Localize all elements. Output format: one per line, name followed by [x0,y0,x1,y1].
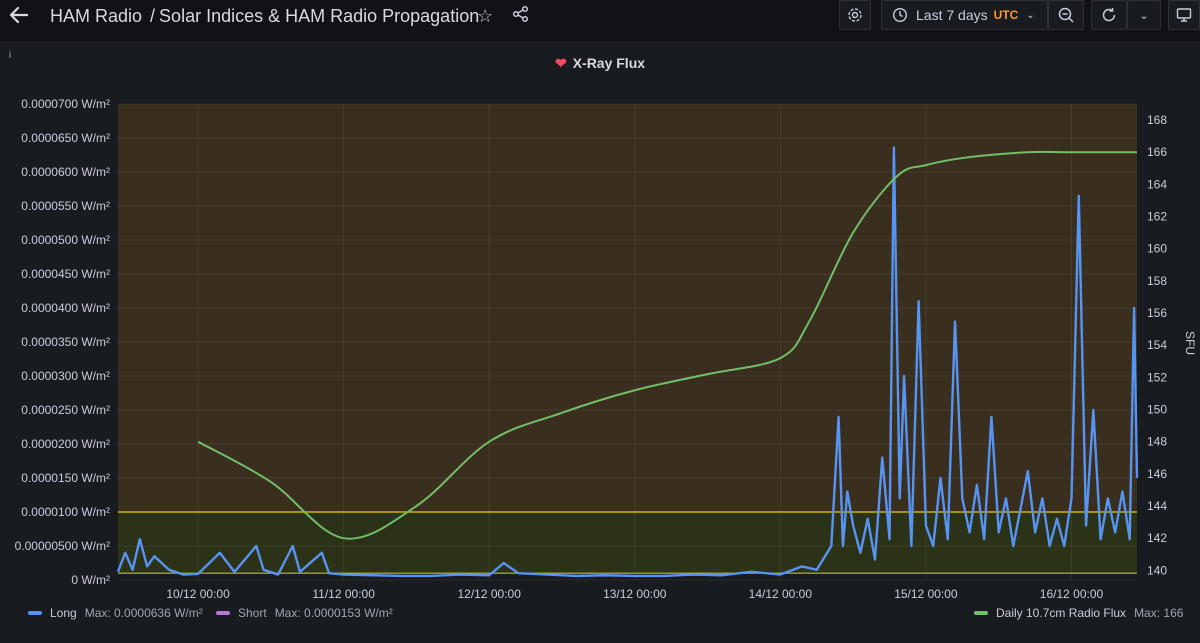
chevron-down-icon: ⌄ [1026,9,1035,21]
settings-button[interactable] [839,0,871,30]
page-title[interactable]: Solar Indices & HAM Radio Propagation [159,6,480,26]
panel-title-bar[interactable]: ❤ X-Ray Flux [0,55,1200,72]
share-icon[interactable] [512,5,530,28]
clock-icon [892,7,908,23]
zoom-out-icon [1058,7,1074,23]
time-range-label: Last 7 days [916,7,988,23]
y-left-tick-label: 0.0000150 W/m² [21,471,110,485]
y-left-tick-label: 0.0000350 W/m² [21,335,110,349]
x-tick-label: 14/12 00:00 [749,587,813,601]
breadcrumb: HAM Radio / Solar Indices & HAM Radio Prop… [50,6,480,26]
right-axis-label: SFU [1183,331,1197,355]
legend-label-short: Short [238,606,267,620]
series-line-long [116,146,1139,578]
y-right-tick-label: 168 [1147,113,1167,127]
x-tick-label: 16/12 00:00 [1040,587,1104,601]
y-right-tick-label: 150 [1147,403,1167,417]
breadcrumb-folder[interactable]: HAM Radio [50,6,143,26]
y-left-tick-label: 0.0000300 W/m² [21,369,110,383]
legend-max-long: Max: 0.0000636 W/m² [84,606,203,620]
y-left-tick-label: 0.00000500 W/m² [15,539,110,553]
y-left-tick-label: 0.0000500 W/m² [21,233,110,247]
y-right-tick-label: 166 [1147,145,1167,159]
y-right-tick-label: 142 [1147,531,1167,545]
timezone-label: UTC [993,8,1019,22]
y-left-tick-label: 0.0000700 W/m² [21,97,110,111]
y-left-tick-label: 0.0000650 W/m² [21,131,110,145]
y-right-tick-label: 140 [1147,563,1167,577]
back-arrow-icon[interactable] [8,4,32,28]
legend-swatch-long [28,611,42,615]
legend-swatch-flux [974,611,988,615]
x-tick-label: 10/12 00:00 [166,587,230,601]
y-left-tick-label: 0 W/m² [71,573,110,587]
legend-max-short: Max: 0.0000153 W/m² [274,606,393,620]
chevron-down-icon: ⌄ [1139,9,1149,22]
time-range-picker[interactable]: Last 7 days UTC ⌄ [881,0,1048,30]
legend-swatch-short [216,611,230,615]
y-right-tick-label: 146 [1147,467,1167,481]
monitor-icon [1176,8,1192,22]
y-right-tick-label: 164 [1147,177,1167,191]
star-icon[interactable]: ☆ [477,6,494,26]
series-line-radio-flux [197,150,1137,540]
zoom-out-button[interactable] [1048,0,1084,30]
legend-label-long: Long [50,606,77,620]
y-left-tick-label: 0.0000600 W/m² [21,165,110,179]
broken-heart-icon: ❤ [554,55,567,71]
y-right-tick-label: 148 [1147,435,1167,449]
legend-long[interactable]: Long Max: 0.0000636 W/m² [28,606,203,620]
legend-flux[interactable]: Daily 10.7cm Radio Flux Max: 166 [974,606,1183,620]
y-left-tick-label: 0.0000550 W/m² [21,199,110,213]
legend-max-flux: Max: 166 [1134,606,1184,620]
y-right-tick-label: 162 [1147,210,1167,224]
threshold-band-high [118,104,1137,512]
legend-label-flux: Daily 10.7cm Radio Flux [996,606,1127,620]
top-bar: HAM Radio / Solar Indices & HAM Radio Prop… [0,0,1200,32]
x-tick-label: 11/12 00:00 [312,587,375,601]
panel-title: X-Ray Flux [572,55,646,71]
refresh-interval-dropdown[interactable]: ⌄ [1127,0,1161,30]
y-left-tick-label: 0.0000400 W/m² [21,301,110,315]
y-right-tick-label: 144 [1147,499,1167,513]
x-tick-label: 15/12 00:00 [894,587,958,601]
y-right-tick-label: 156 [1147,306,1167,320]
y-left-tick-label: 0.0000200 W/m² [21,437,110,451]
refresh-icon [1102,8,1116,22]
legend-short[interactable]: Short Max: 0.0000153 W/m² [216,606,393,620]
y-right-tick-label: 160 [1147,242,1167,256]
x-tick-label: 12/12 00:00 [458,587,522,601]
y-left-tick-label: 0.0000250 W/m² [21,403,110,417]
info-icon[interactable]: i [8,50,12,61]
y-left-tick-label: 0.0000450 W/m² [21,267,110,281]
y-right-tick-label: 154 [1147,338,1167,352]
tv-mode-button[interactable] [1168,0,1200,30]
refresh-button[interactable] [1091,0,1127,30]
y-right-tick-label: 158 [1147,274,1167,288]
x-tick-label: 13/12 00:00 [603,587,667,601]
y-right-tick-label: 152 [1147,370,1167,384]
y-left-tick-label: 0.0000100 W/m² [21,505,110,519]
gear-icon [848,8,862,22]
